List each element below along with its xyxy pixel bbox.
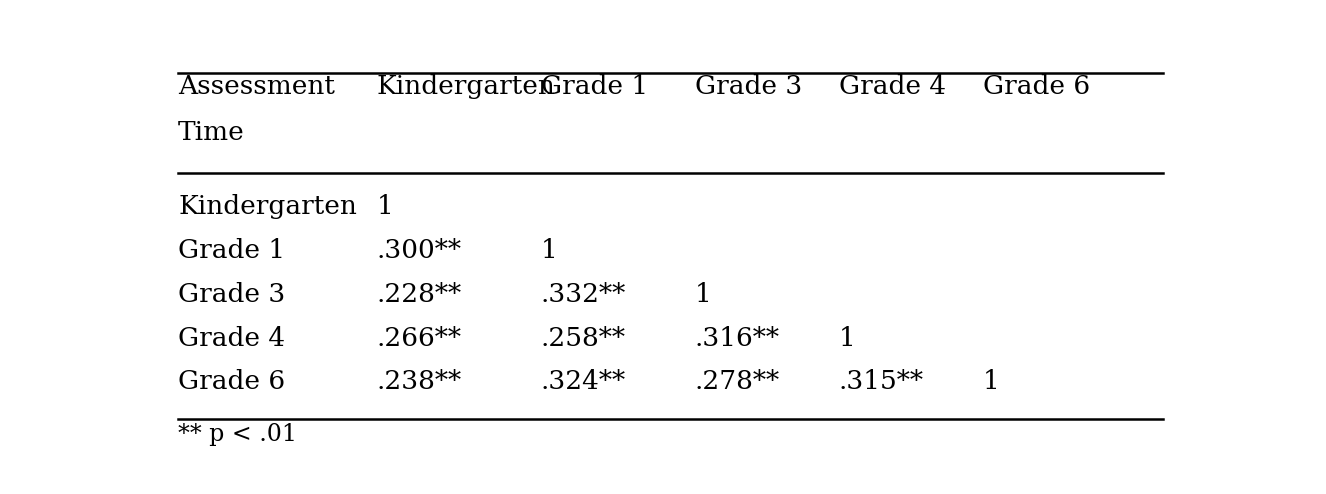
Text: 1: 1 [695,282,712,307]
Text: .266**: .266** [377,326,461,351]
Text: .316**: .316** [695,326,780,351]
Text: Grade 3: Grade 3 [178,282,285,307]
Text: 1: 1 [377,194,394,219]
Text: Grade 4: Grade 4 [839,75,945,99]
Text: 1: 1 [541,238,558,263]
Text: .228**: .228** [377,282,461,307]
Text: 1: 1 [839,326,855,351]
Text: .278**: .278** [695,370,780,394]
Text: 1: 1 [983,370,1000,394]
Text: Grade 3: Grade 3 [695,75,802,99]
Text: .258**: .258** [541,326,626,351]
Text: Grade 4: Grade 4 [178,326,285,351]
Text: Grade 6: Grade 6 [983,75,1090,99]
Text: .300**: .300** [377,238,461,263]
Text: ** p < .01: ** p < .01 [178,422,297,446]
Text: Grade 1: Grade 1 [541,75,648,99]
Text: .238**: .238** [377,370,461,394]
Text: Kindergarten: Kindergarten [178,194,357,219]
Text: .315**: .315** [839,370,924,394]
Text: Time: Time [178,120,245,145]
Text: Kindergarten: Kindergarten [377,75,556,99]
Text: Assessment: Assessment [178,75,335,99]
Text: .332**: .332** [541,282,626,307]
Text: .324**: .324** [541,370,626,394]
Text: Grade 6: Grade 6 [178,370,285,394]
Text: Grade 1: Grade 1 [178,238,285,263]
